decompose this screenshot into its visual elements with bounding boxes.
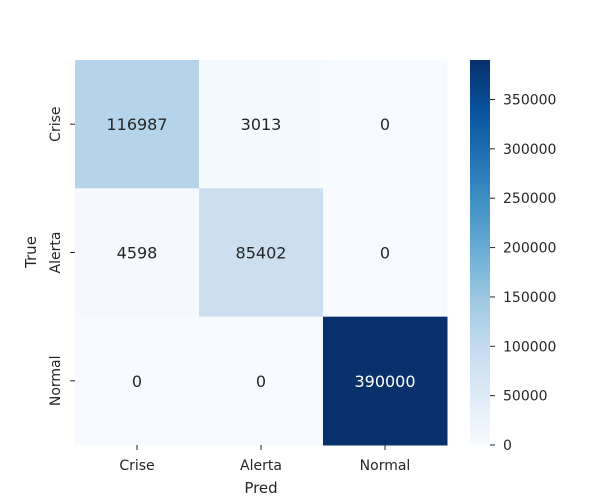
cell-value-label: 4598 xyxy=(117,243,158,262)
cell-value-label: 0 xyxy=(132,372,142,391)
colorbar xyxy=(470,60,490,445)
y-axis-label: True xyxy=(22,236,40,269)
colorbar-tick-label: 250000 xyxy=(503,191,556,207)
colorbar-tick-label: 300000 xyxy=(503,142,556,158)
cell-value-label: 0 xyxy=(380,243,390,262)
cell-value-label: 85402 xyxy=(236,243,287,262)
y-axis-ticks: Crise Alerta Normal xyxy=(48,107,75,406)
heatmap-cell xyxy=(323,188,448,318)
x-axis-label: Pred xyxy=(244,479,277,497)
colorbar-tick-label: 50000 xyxy=(503,389,548,405)
colorbar-tick-label: 350000 xyxy=(503,92,556,108)
colorbar-tick-label: 0 xyxy=(503,438,512,454)
heatmap-cell xyxy=(199,316,324,446)
colorbar-tick-label: 200000 xyxy=(503,241,556,257)
colorbar-ticks: 0 50000 100000 150000 200000 250000 300000 3500… xyxy=(490,92,556,454)
heatmap-cell xyxy=(75,60,200,189)
heatmap-cell xyxy=(199,60,324,189)
colorbar-tick-label: 150000 xyxy=(503,290,556,306)
cell-value-label: 116987 xyxy=(106,115,167,134)
x-axis-ticks: Crise Alerta Normal xyxy=(119,444,411,474)
cell-value-label: 3013 xyxy=(241,115,282,134)
cell-value-label: 0 xyxy=(380,115,390,134)
colorbar-tick-label: 100000 xyxy=(503,339,556,355)
y-tick-label: Normal xyxy=(48,355,64,406)
cell-value-label: 390000 xyxy=(354,372,415,391)
y-tick-label: Crise xyxy=(48,107,64,142)
x-tick-label: Normal xyxy=(360,458,411,474)
cell-value-label: 0 xyxy=(256,372,266,391)
x-tick-label: Alerta xyxy=(240,458,282,474)
heatmap-cell xyxy=(75,316,200,446)
heatmap-cell xyxy=(199,188,324,318)
heatmap-cell xyxy=(323,316,448,446)
heatmap-grid: 116987 3013 0 4598 85402 0 0 0 390000 xyxy=(75,60,448,446)
heatmap-cell xyxy=(323,60,448,189)
x-tick-label: Crise xyxy=(119,458,154,474)
y-tick-label: Alerta xyxy=(48,232,64,274)
heatmap-cell xyxy=(75,188,200,318)
